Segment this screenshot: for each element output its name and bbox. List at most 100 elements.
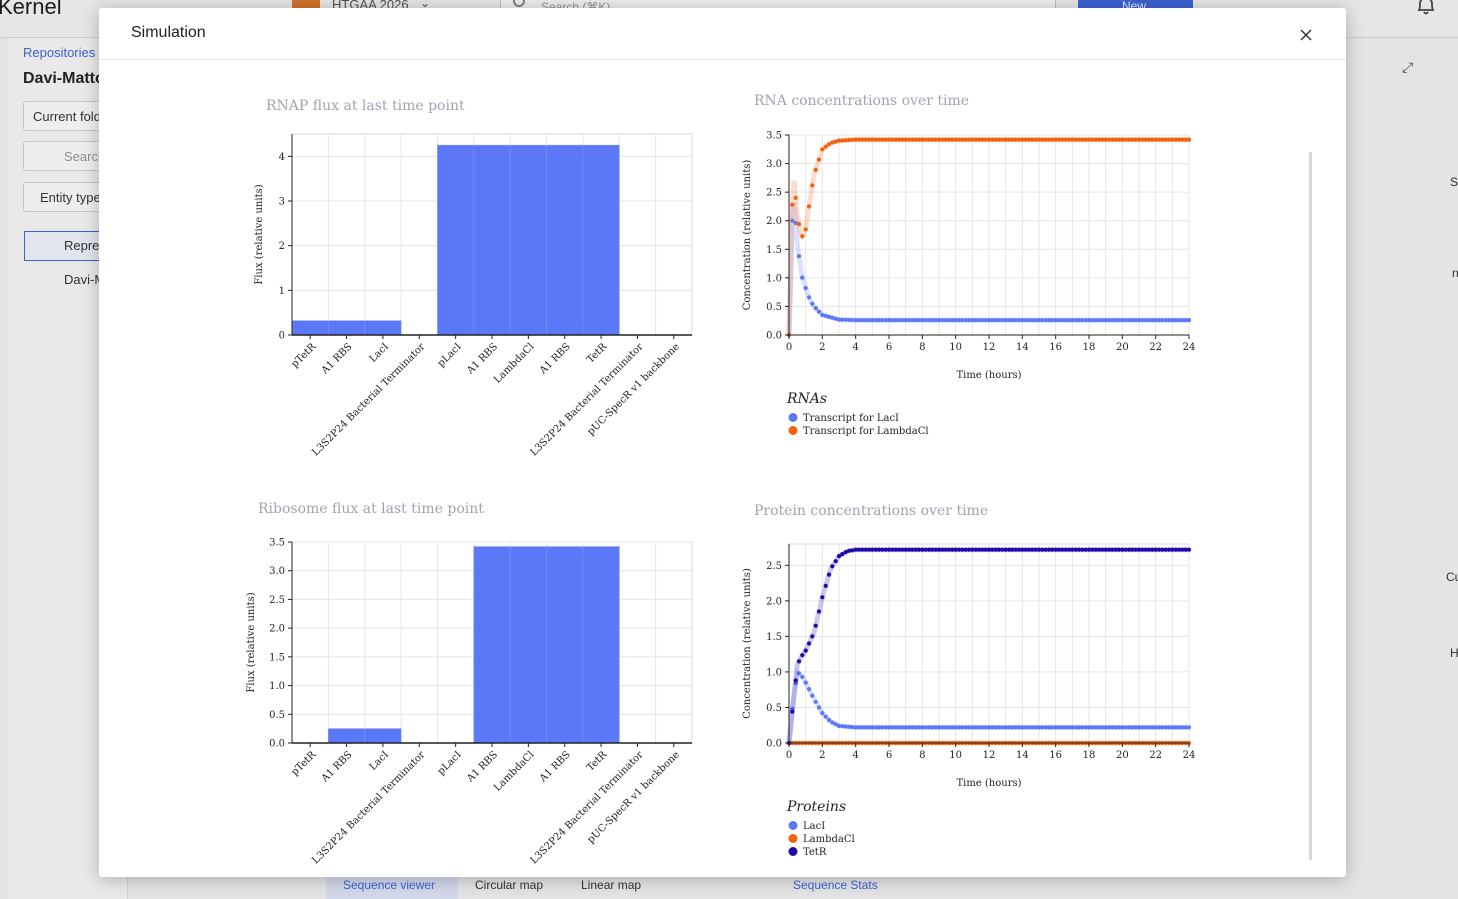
x-tick-label: 16 (1049, 342, 1062, 353)
y-tick-label: 2.5 (766, 561, 782, 572)
tab-linear-map[interactable]: Linear map (581, 878, 642, 892)
series-point (1056, 547, 1062, 552)
series-point (803, 680, 808, 685)
chevron-down-icon[interactable]: ⌄ (420, 0, 431, 10)
series-point (1033, 725, 1038, 730)
chart-title: Ribosome flux at last time point (258, 501, 484, 517)
y-axis-label: Concentration (relative units) (742, 160, 753, 311)
series-point (933, 725, 938, 730)
scrollbar[interactable] (1309, 152, 1312, 860)
series-point (1096, 137, 1102, 142)
close-icon[interactable] (1295, 24, 1317, 46)
series-point (913, 725, 918, 730)
series-point (923, 725, 928, 730)
series-point (1133, 725, 1138, 730)
series-point (1106, 547, 1112, 552)
series-point (1090, 137, 1095, 142)
series-point (930, 725, 935, 730)
series-point (1156, 137, 1162, 142)
series-point (793, 678, 798, 683)
series-point (1060, 725, 1065, 730)
tab-sequence-viewer[interactable]: Sequence viewer (326, 874, 458, 899)
series-point (1036, 725, 1042, 730)
series-point (890, 137, 895, 142)
series-point (1013, 137, 1018, 142)
series-point (800, 234, 805, 239)
y-tick-label: 1 (279, 286, 285, 297)
x-tick-label: A1 RBS (319, 341, 355, 377)
series-point (1136, 137, 1142, 142)
series-point (950, 547, 955, 552)
expand-icon[interactable]: ⤢ (1402, 60, 1414, 76)
y-tick-label: 3.0 (269, 566, 285, 577)
series-point (966, 137, 972, 142)
series-point (996, 137, 1002, 142)
series-point (820, 312, 825, 318)
series-point (1033, 547, 1038, 552)
series-point (1150, 318, 1155, 323)
series-point (940, 318, 945, 323)
series-point (886, 725, 892, 730)
tab-circular-map[interactable]: Circular map (475, 878, 544, 892)
series-point (850, 548, 855, 553)
series-point (1176, 547, 1182, 552)
series-point (950, 725, 955, 730)
y-tick-label: 1.5 (766, 245, 782, 256)
series-point (983, 725, 988, 730)
bell-icon[interactable] (1414, 0, 1438, 18)
series-point (983, 318, 988, 323)
series-point (886, 137, 892, 142)
legend-label: LacI (803, 821, 825, 832)
series-point (1010, 725, 1015, 730)
x-tick-label: 24 (1183, 342, 1196, 353)
series-point (816, 705, 822, 710)
series-point (1113, 725, 1118, 730)
series-point (846, 548, 852, 553)
bar (473, 144, 511, 336)
series-point (963, 547, 968, 552)
series-point (836, 723, 842, 729)
series-point (993, 547, 998, 552)
series-point (1096, 318, 1102, 323)
x-tick-label: 16 (1049, 750, 1062, 761)
series-point (946, 725, 952, 730)
series-point (1186, 137, 1192, 142)
bar (328, 728, 366, 744)
series-point (973, 137, 978, 142)
series-point (1010, 547, 1015, 552)
series-point (896, 725, 902, 730)
sequence-stats-link[interactable]: Sequence Stats (793, 878, 878, 892)
legend-marker (788, 821, 798, 830)
series-point (1023, 547, 1028, 552)
series-point (840, 724, 845, 729)
series-point (1106, 725, 1112, 730)
series-point (986, 137, 992, 142)
series-point (860, 547, 865, 552)
series-point (823, 144, 828, 149)
series-point (926, 547, 932, 552)
series-point (1146, 725, 1152, 730)
series-point (843, 724, 848, 729)
series-point (1073, 318, 1078, 323)
series-point (1016, 318, 1022, 323)
x-tick-label: pTetR (289, 341, 318, 370)
series-point (973, 318, 978, 323)
breadcrumb[interactable]: Repositories (23, 45, 96, 60)
series-point (1073, 137, 1078, 142)
series-point (1103, 137, 1108, 142)
series-point (1053, 137, 1058, 142)
series-point (876, 547, 882, 552)
series-point (1163, 137, 1168, 142)
series-point (1100, 137, 1105, 142)
x-tick-label: 0 (786, 750, 792, 761)
series-point (996, 318, 1002, 323)
series-point (833, 722, 838, 727)
series-point (906, 137, 912, 142)
list-item[interactable]: Davi-M (64, 272, 106, 287)
series-point (1006, 137, 1012, 142)
series-point (1080, 547, 1085, 552)
series-point (1003, 137, 1008, 142)
series-point (823, 583, 828, 589)
series-point (903, 318, 908, 323)
